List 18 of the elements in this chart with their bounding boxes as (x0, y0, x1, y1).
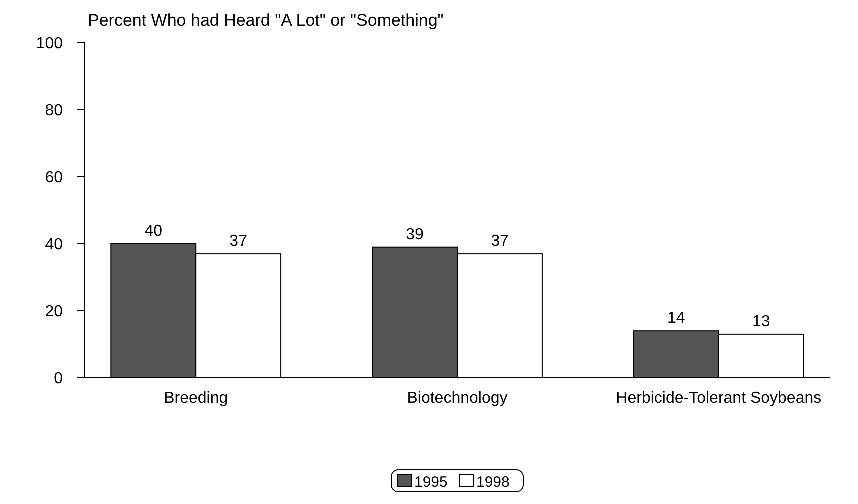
data-label: 39 (406, 226, 424, 244)
legend-label: 1995 (414, 474, 448, 491)
data-label: 37 (230, 233, 248, 250)
data-label: 13 (752, 313, 770, 330)
x-tick-label: Biotechnology (407, 390, 508, 407)
y-tick-label: 40 (45, 236, 64, 254)
y-tick-label: 20 (45, 304, 64, 321)
y-tick-label: 100 (36, 36, 64, 53)
y-tick-label: 80 (45, 102, 64, 120)
y-tick-label: 60 (45, 170, 64, 187)
x-tick-label: Breeding (164, 390, 228, 407)
y-tick-label: 0 (54, 370, 64, 388)
x-tick-label: Herbicide-Tolerant Soybeans (616, 390, 822, 407)
legend-label: 1998 (476, 474, 510, 491)
chart-title: Percent Who had Heard "A Lot" or "Something" (88, 11, 444, 30)
data-label: 37 (491, 233, 509, 250)
data-label: 14 (668, 310, 686, 328)
data-label: 40 (144, 223, 163, 240)
